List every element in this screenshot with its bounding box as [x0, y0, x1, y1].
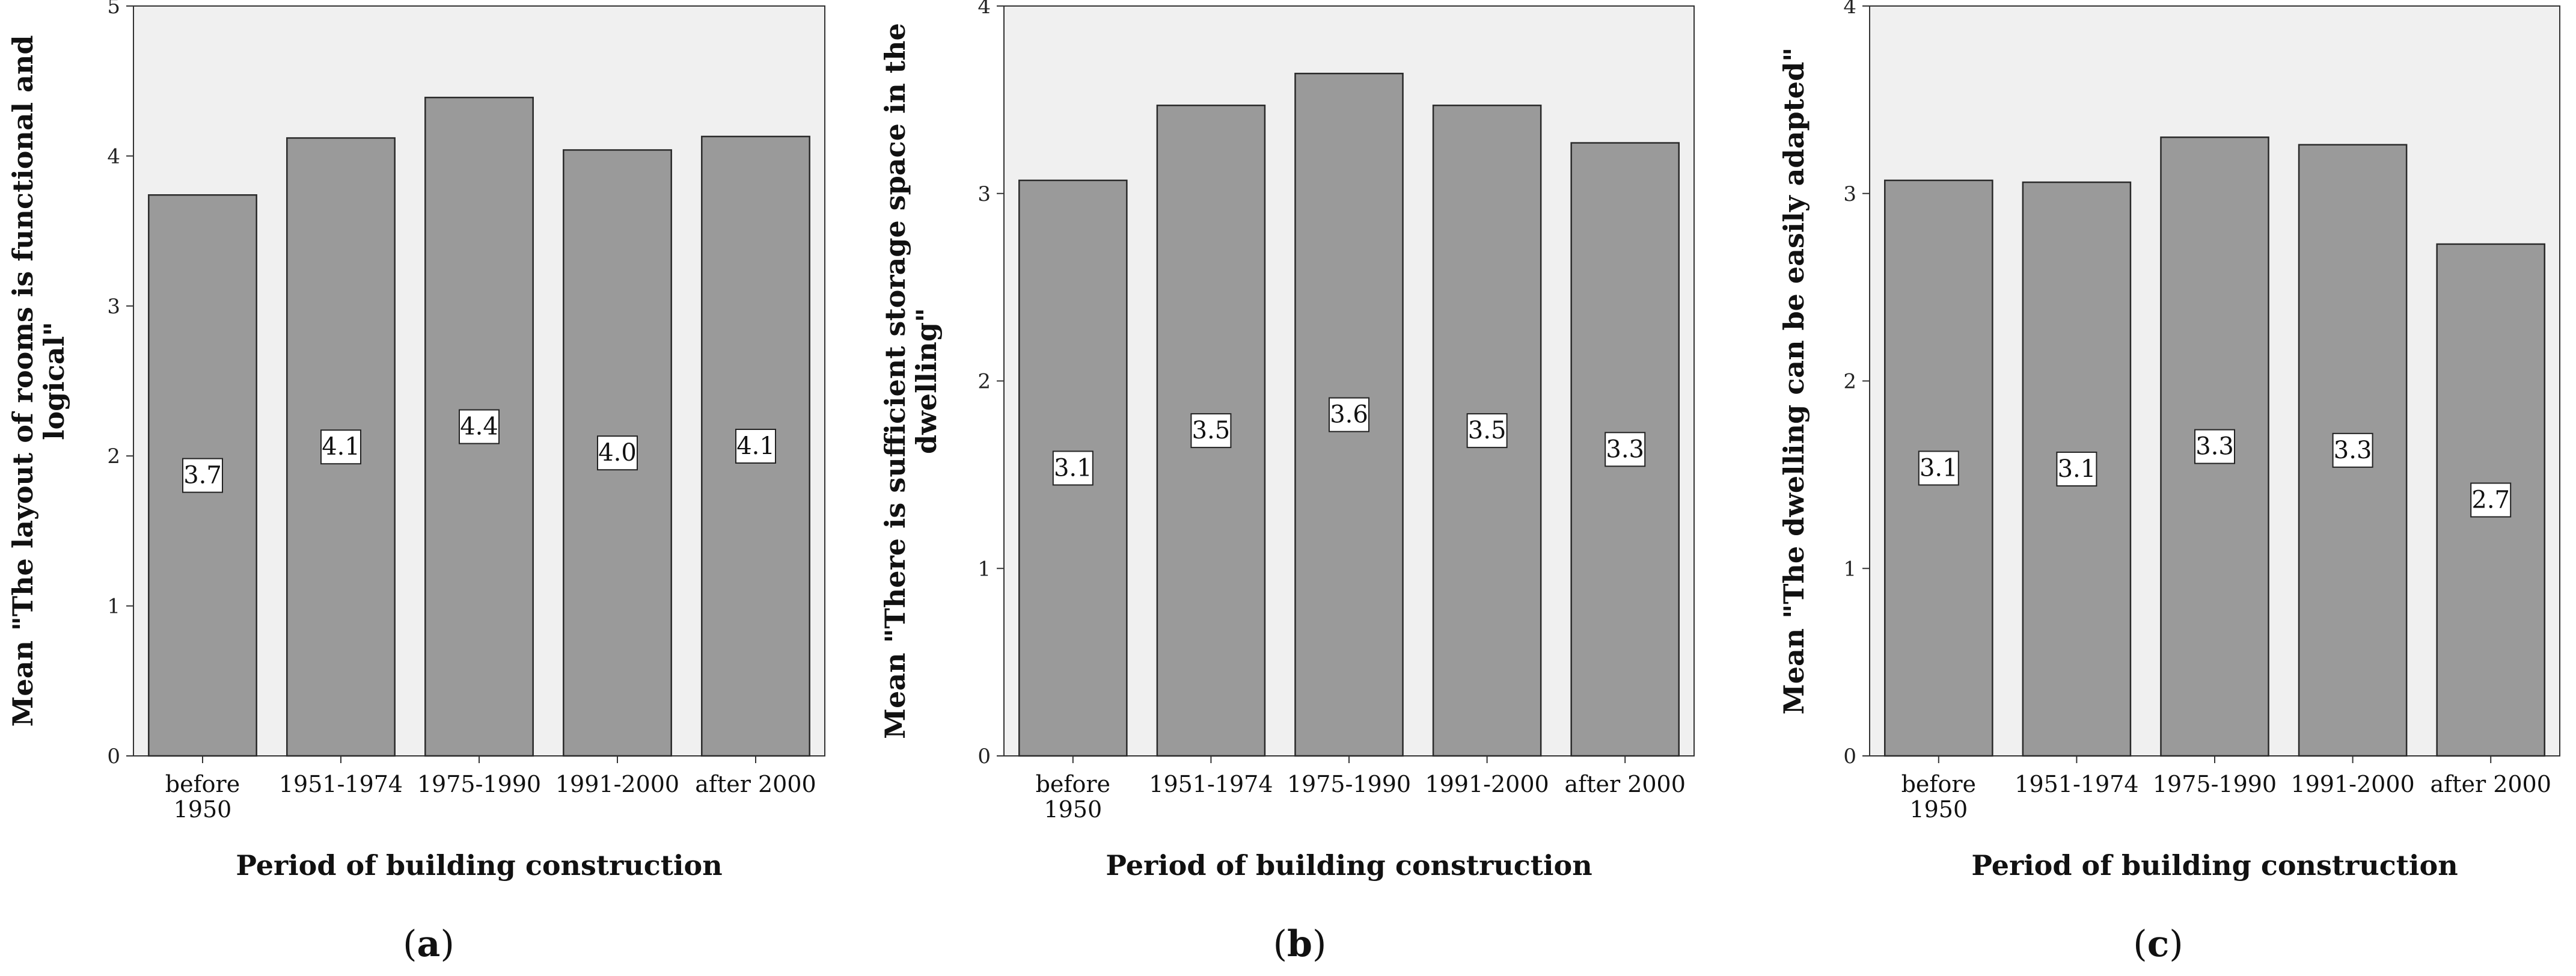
data-label: 3.3	[2334, 437, 2372, 464]
y-axis-title: Mean "There is sufficient storage space …	[879, 23, 911, 739]
data-label-box	[320, 429, 361, 465]
y-tick-label: 1	[107, 595, 120, 619]
data-label-box	[1052, 450, 1094, 486]
x-tick-label: before	[165, 771, 240, 797]
x-tick-label: 1975-1990	[2153, 771, 2277, 797]
data-label: 3.3	[1606, 435, 1644, 463]
y-axis-title: Mean "The dwelling can be easily adapted…	[1778, 48, 1810, 714]
data-label-box	[597, 435, 638, 471]
data-label: 3.1	[2058, 455, 2096, 483]
panel-label: (c)	[2133, 923, 2183, 965]
y-axis-title: logical"	[38, 322, 70, 440]
panel-letter: c	[2147, 923, 2170, 965]
x-tick-label: after 2000	[1564, 771, 1685, 797]
x-tick-label: before	[1036, 771, 1110, 797]
data-label: 3.5	[1468, 417, 1507, 444]
data-label-box	[182, 458, 223, 493]
x-axis-title: Period of building construction	[236, 849, 722, 882]
x-tick-label: 1950	[1909, 796, 1968, 823]
y-tick-label: 3	[977, 182, 991, 206]
data-label-box	[2194, 429, 2235, 464]
x-tick-label: 1951-1974	[1149, 771, 1273, 797]
data-label: 2.7	[2471, 486, 2510, 514]
data-label-box	[735, 428, 776, 464]
y-tick-label: 5	[107, 0, 120, 19]
x-tick-label: after 2000	[695, 771, 816, 797]
x-tick-label: 1991-2000	[1425, 771, 1549, 797]
x-tick-label: 1951-1974	[2015, 771, 2138, 797]
y-tick-label: 0	[107, 744, 120, 769]
data-label: 3.1	[1054, 454, 1092, 482]
x-tick-label: 1991-2000	[2290, 771, 2414, 797]
x-axis-title: Period of building construction	[1106, 849, 1592, 882]
y-axis-title: dwelling"	[910, 308, 943, 454]
panel-letter: a	[417, 923, 441, 965]
data-label-box	[459, 409, 500, 444]
y-tick-label: 4	[977, 0, 991, 19]
y-tick-label: 4	[1843, 0, 1856, 19]
x-tick-label: 1951-1974	[279, 771, 403, 797]
y-tick-label: 2	[107, 444, 120, 468]
panel-label: (a)	[403, 923, 454, 965]
x-tick-label: 1991-2000	[555, 771, 679, 797]
data-label-box	[1466, 413, 1508, 449]
data-label-box	[2056, 452, 2097, 487]
y-tick-label: 2	[977, 370, 991, 394]
y-tick-label: 1	[1843, 557, 1856, 581]
data-label: 4.1	[736, 432, 775, 460]
data-label-box	[1329, 397, 1369, 432]
data-label-box	[1918, 450, 1959, 486]
x-tick-label: after 2000	[2430, 771, 2551, 797]
data-label-box	[2332, 432, 2373, 468]
data-label: 3.7	[183, 462, 222, 490]
y-tick-label: 2	[1843, 370, 1856, 394]
y-tick-label: 0	[977, 744, 991, 769]
data-label: 4.4	[460, 413, 498, 441]
data-label: 3.1	[1920, 454, 1958, 482]
data-label: 3.3	[2195, 433, 2234, 461]
y-axis-title: Mean "The layout of rooms is functional …	[7, 35, 39, 726]
data-label: 3.6	[1330, 401, 1368, 429]
x-tick-label: 1950	[1044, 796, 1102, 823]
data-label: 4.0	[598, 439, 637, 467]
x-tick-label: 1975-1990	[417, 771, 541, 797]
x-tick-label: before	[1901, 771, 1976, 797]
data-label: 3.5	[1192, 417, 1231, 444]
data-label-box	[1605, 432, 1646, 467]
x-tick-label: 1950	[174, 796, 232, 823]
data-label-box	[2470, 482, 2512, 518]
panel-letter: b	[1287, 923, 1312, 965]
y-tick-label: 4	[107, 144, 120, 168]
data-label-box	[1190, 413, 1232, 449]
x-tick-label: 1975-1990	[1287, 771, 1411, 797]
y-tick-label: 1	[977, 557, 991, 581]
x-axis-title: Period of building construction	[1971, 849, 2458, 882]
y-tick-label: 3	[1843, 182, 1856, 206]
y-tick-label: 0	[1843, 744, 1856, 769]
panel-label: (b)	[1273, 923, 1327, 965]
y-tick-label: 3	[107, 295, 120, 319]
data-label: 4.1	[322, 433, 360, 461]
